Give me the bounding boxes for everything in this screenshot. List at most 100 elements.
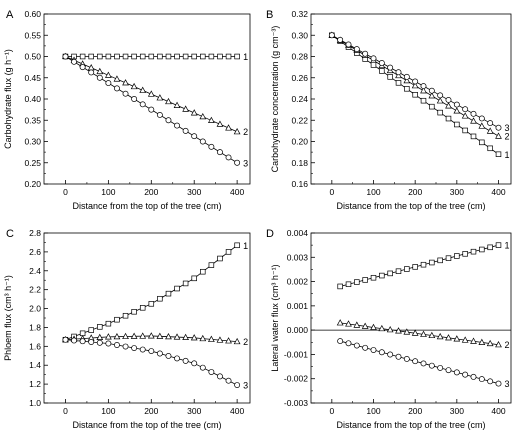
- circle-marker: [403, 73, 410, 80]
- square-marker: [148, 53, 155, 60]
- circle-marker: [96, 74, 103, 81]
- triangle-marker: [428, 331, 436, 339]
- series-3: 3: [337, 338, 510, 389]
- square-marker: [182, 53, 189, 60]
- triangle-marker: [182, 105, 190, 112]
- triangle-marker: [361, 322, 369, 329]
- square-marker: [370, 274, 377, 281]
- square-marker: [97, 53, 103, 60]
- circle-marker: [470, 110, 477, 117]
- square-marker: [122, 53, 129, 60]
- triangle-marker: [233, 127, 241, 135]
- series-3: 3: [62, 53, 248, 168]
- series-line: [65, 244, 238, 341]
- x-tick-label: 200: [144, 187, 158, 197]
- plot-frame: [43, 13, 251, 185]
- y-tick-label: 0.35: [24, 115, 41, 125]
- triangle-marker: [420, 330, 427, 337]
- circle-marker: [208, 143, 215, 150]
- circle-marker: [378, 60, 385, 66]
- series-label: 2: [243, 127, 248, 137]
- square-marker: [191, 53, 197, 60]
- square-marker: [174, 53, 180, 60]
- y-tick-label: 0.32: [291, 9, 308, 19]
- triangle-marker: [436, 332, 444, 340]
- square-marker: [470, 248, 477, 255]
- circle-marker: [88, 339, 95, 345]
- square-marker: [225, 53, 232, 60]
- y-tick-label: 0.30: [291, 30, 308, 40]
- x-tick-label: 100: [366, 187, 380, 197]
- square-marker: [487, 244, 493, 251]
- triangle-marker: [216, 336, 224, 343]
- y-tick-label: 0.004: [287, 228, 309, 238]
- y-tick-label: 0.55: [24, 30, 41, 40]
- circle-marker: [234, 159, 241, 166]
- square-marker: [217, 53, 223, 60]
- y-tick-label: 1.8: [29, 322, 41, 332]
- square-marker: [420, 97, 427, 104]
- triangle-marker: [478, 338, 486, 345]
- x-tick-label: 300: [450, 187, 464, 197]
- circle-marker: [478, 115, 485, 122]
- triangle-marker: [428, 92, 436, 99]
- square-marker: [412, 91, 418, 98]
- y-tick-label: 2.6: [29, 247, 41, 257]
- y-tick-label: 0.20: [291, 137, 308, 147]
- triangle-marker: [130, 332, 138, 339]
- y-tick-label: 0.28: [291, 52, 308, 62]
- circle-marker: [225, 154, 232, 161]
- square-marker: [379, 68, 385, 74]
- square-marker: [148, 301, 155, 307]
- circle-marker: [122, 90, 129, 97]
- circle-marker: [114, 85, 120, 92]
- square-marker: [404, 266, 410, 272]
- square-marker: [479, 246, 485, 253]
- y-tick-label: 0.20: [24, 179, 41, 189]
- y-tick-label: 0.26: [291, 73, 308, 83]
- square-marker: [97, 324, 103, 330]
- circle-marker: [182, 127, 189, 134]
- triangle-marker: [190, 334, 198, 341]
- triangle-marker: [461, 336, 469, 343]
- y-axis-label: Lateral water flux (cm³ h⁻¹): [270, 264, 280, 371]
- triangle-marker: [130, 82, 138, 90]
- circle-marker: [62, 53, 69, 60]
- x-tick-label: 400: [230, 187, 244, 197]
- y-tick-label: 1.0: [29, 398, 41, 408]
- triangle-marker: [139, 332, 147, 339]
- triangle-marker: [403, 76, 411, 84]
- triangle-marker: [411, 329, 419, 336]
- circle-marker: [395, 353, 402, 360]
- x-axis-label: Distance from the top of the tree (cm): [336, 201, 485, 211]
- series-label: 1: [505, 150, 510, 160]
- square-marker: [429, 259, 435, 266]
- triangle-marker: [345, 320, 352, 327]
- y-tick-label: 0.24: [291, 94, 308, 104]
- square-marker: [88, 327, 94, 333]
- square-marker: [445, 115, 452, 122]
- square-marker: [225, 249, 232, 255]
- panel-a: A 0 100 200 300 400 0.20 0.25 0.30 0.35 0.40 0.45 0.…: [3, 9, 251, 211]
- y-tick-label: 0.18: [291, 158, 308, 168]
- circle-marker: [412, 358, 419, 365]
- triangle-marker: [173, 101, 181, 108]
- triangle-marker: [165, 332, 172, 340]
- y-tick-label: -0.002: [284, 374, 308, 384]
- y-tick-label: -0.003: [284, 398, 308, 408]
- triangle-marker: [216, 120, 224, 127]
- square-marker: [139, 305, 146, 311]
- circle-marker: [217, 373, 223, 380]
- y-tick-label: 0.003: [287, 252, 309, 262]
- triangle-marker: [486, 339, 494, 347]
- square-marker: [454, 253, 460, 259]
- x-tick-label: 0: [63, 187, 68, 197]
- triangle-marker: [199, 112, 207, 120]
- panel-letter: B: [266, 9, 273, 21]
- triangle-marker: [453, 335, 461, 342]
- triangle-marker: [113, 332, 121, 340]
- triangle-marker: [104, 71, 112, 78]
- triangle-marker: [182, 333, 190, 341]
- square-marker: [454, 121, 460, 128]
